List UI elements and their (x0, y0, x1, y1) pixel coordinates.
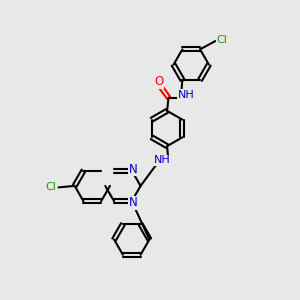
Text: Cl: Cl (216, 34, 227, 45)
Text: N: N (129, 163, 138, 176)
Text: O: O (154, 76, 164, 88)
Text: NH: NH (178, 90, 195, 100)
Text: N: N (129, 196, 138, 209)
Text: Cl: Cl (46, 182, 56, 192)
Text: NH: NH (154, 155, 170, 165)
